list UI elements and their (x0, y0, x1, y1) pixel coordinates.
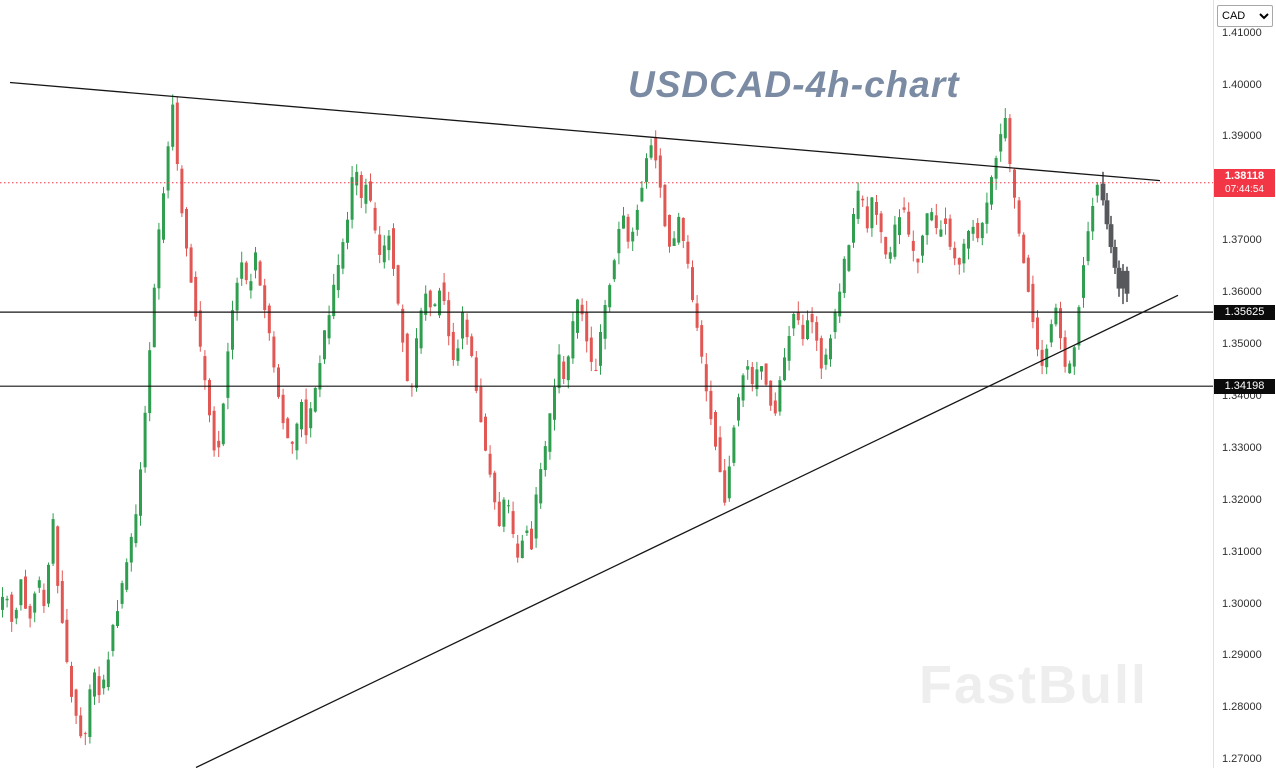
level-price-label-2: 1.34198 (1214, 378, 1275, 394)
price-tick: 1.35000 (1222, 338, 1262, 351)
price-tick: 1.41000 (1222, 26, 1262, 39)
current-price-label: 1.38118 07:44:54 (1214, 168, 1275, 197)
price-axis[interactable]: 1.38118 07:44:54 1.35625 1.34198 1.41000… (1213, 0, 1276, 768)
price-tick: 1.39000 (1222, 130, 1262, 143)
level-price-label-1: 1.35625 (1214, 304, 1275, 320)
chart-canvas[interactable]: USDCAD-4h-chart FastBull (0, 0, 1214, 768)
current-price-countdown: 07:44:54 (1225, 183, 1264, 195)
candlestick-chart (0, 81, 1214, 768)
price-tick: 1.30000 (1222, 597, 1262, 610)
price-tick: 1.36000 (1222, 286, 1262, 299)
price-tick: 1.32000 (1222, 493, 1262, 506)
price-tick: 1.27000 (1222, 753, 1262, 766)
currency-select[interactable]: CAD (1217, 5, 1273, 27)
price-tick: 1.28000 (1222, 701, 1262, 714)
price-tick: 1.31000 (1222, 545, 1262, 558)
price-tick: 1.40000 (1222, 78, 1262, 91)
current-price-value: 1.38118 (1224, 169, 1265, 182)
price-tick: 1.37000 (1222, 234, 1262, 247)
price-tick: 1.29000 (1222, 649, 1262, 662)
price-tick: 1.33000 (1222, 441, 1262, 454)
